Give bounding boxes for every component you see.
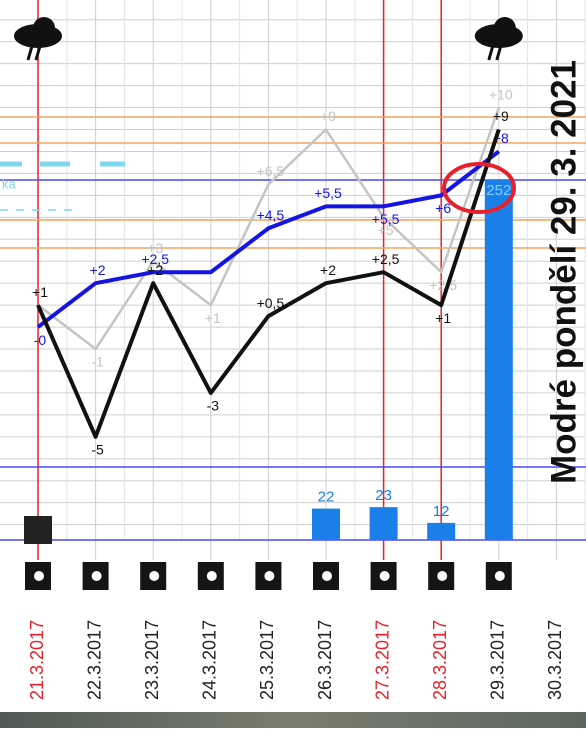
point-label: +2 <box>90 262 106 278</box>
x-tick-label: 29.3.2017 <box>488 620 508 700</box>
point-label: +1 <box>435 310 451 326</box>
point-label: +1 <box>205 310 221 326</box>
weather-icon-moon <box>437 571 447 581</box>
weather-icon-moon <box>92 571 102 581</box>
bar-label: 22 <box>318 489 335 506</box>
legend-fragment: ka <box>2 176 17 191</box>
point-label: -0 <box>34 332 47 348</box>
bar <box>485 180 513 540</box>
point-label: +10 <box>489 86 513 102</box>
weather-icon-moon <box>495 571 505 581</box>
point-label: +2 <box>147 262 163 278</box>
x-tick-label: 26.3.2017 <box>315 620 335 700</box>
weather-icon-moon <box>34 571 44 581</box>
point-label: +2,5 <box>429 277 457 293</box>
rain-cloud-icon <box>494 17 516 39</box>
point-label: +9 <box>320 108 336 124</box>
x-tick-label: 28.3.2017 <box>430 620 450 700</box>
x-tick-label: 21.3.2017 <box>27 620 47 700</box>
x-tick-label: 25.3.2017 <box>257 620 277 700</box>
rain-cloud-icon <box>33 17 55 39</box>
point-label: +2,5 <box>372 251 400 267</box>
chart: ka 222312252-1+3+1+6,5+9+5+2,5+10-0+2+2,… <box>0 0 586 728</box>
x-tick-label: 27.3.2017 <box>372 620 392 700</box>
bar-label: 23 <box>375 487 392 504</box>
weather-icon-moon <box>322 571 332 581</box>
x-tick-label: 23.3.2017 <box>142 620 162 700</box>
point-label: -3 <box>207 398 220 414</box>
x-tick-label: 24.3.2017 <box>200 620 220 700</box>
point-label: +6,5 <box>257 163 285 179</box>
point-label: +5,5 <box>372 211 400 227</box>
weather-icon <box>24 516 52 544</box>
point-label: -1 <box>91 354 104 370</box>
point-label: -5 <box>91 442 104 458</box>
point-label: +1 <box>32 284 48 300</box>
x-tick-label: 22.3.2017 <box>84 620 104 700</box>
weather-icon-moon <box>207 571 217 581</box>
page: ka 222312252-1+3+1+6,5+9+5+2,5+10-0+2+2,… <box>0 0 586 728</box>
point-label: +5,5 <box>314 185 342 201</box>
bar-label: 12 <box>433 503 450 520</box>
x-tick-label: 30.3.2017 <box>545 620 565 700</box>
weather-icon-moon <box>264 571 274 581</box>
point-label: +0,5 <box>257 295 285 311</box>
weather-icon-moon <box>149 571 159 581</box>
point-label: +2 <box>320 262 336 278</box>
weather-icon-moon <box>380 571 390 581</box>
point-label: +4,5 <box>257 207 285 223</box>
bar <box>312 509 340 540</box>
bar <box>370 507 398 540</box>
chart-title: Modré pondělí 29. 3. 2021 <box>544 60 583 484</box>
bar-label: 252 <box>486 182 511 199</box>
photo-strip <box>0 712 586 728</box>
point-label: +9 <box>493 108 509 124</box>
bar <box>427 523 455 540</box>
